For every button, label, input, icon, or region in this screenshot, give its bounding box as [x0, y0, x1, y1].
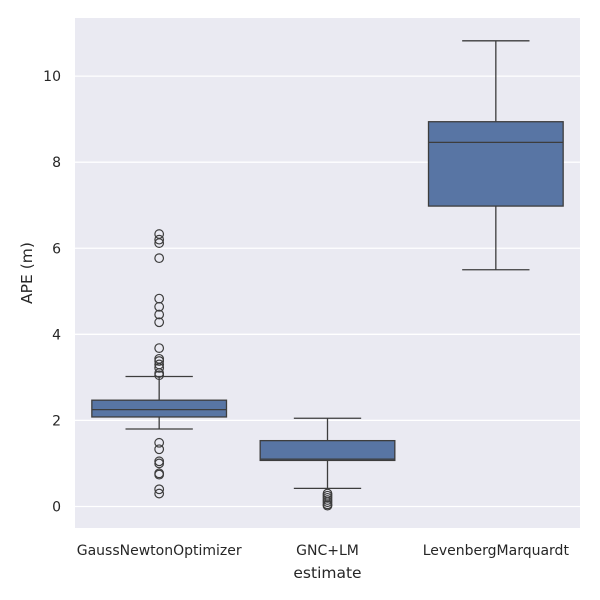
x-tick-label-1: GNC+LM	[296, 543, 359, 559]
outlier-point-6	[154, 309, 165, 320]
outlier-point-5	[154, 301, 165, 312]
outlier-point-22	[154, 488, 165, 499]
x-tick-label-0: GaussNewtonOptimizer	[77, 543, 242, 559]
y-tick-label-10: 10	[43, 69, 61, 85]
outlier-point-21	[154, 484, 165, 495]
outlier-point-14	[154, 370, 165, 381]
outlier-point-16	[154, 444, 165, 455]
box-group-0	[91, 229, 228, 499]
x-tick-labels: GaussNewtonOptimizer GNC+LM LevenbergMarqu…	[77, 543, 570, 559]
outlier-point-3	[154, 253, 165, 264]
outlier-point-8	[154, 343, 165, 354]
y-tick-label-4: 4	[52, 327, 61, 343]
outlier-point-2	[154, 238, 165, 248]
x-axis-label: estimate	[293, 564, 361, 582]
iqr-box	[427, 121, 564, 207]
y-tick-label-6: 6	[52, 241, 61, 257]
outlier-point-18	[154, 458, 165, 469]
y-tick-label-2: 2	[52, 413, 61, 429]
outlier-point-6	[322, 500, 333, 511]
y-tick-labels: 0 2 4 6 8 10	[43, 69, 61, 515]
outlier-point-15	[154, 437, 165, 448]
y-tick-label-0: 0	[52, 499, 61, 515]
iqr-box	[259, 439, 396, 462]
outlier-point-10	[154, 356, 165, 366]
iqr-box	[91, 399, 228, 418]
x-tick-label-2: LevenbergMarquardt	[423, 543, 570, 559]
outlier-point-7	[154, 317, 165, 328]
outlier-point-20	[154, 469, 165, 480]
outlier-point-1	[154, 234, 165, 245]
box-group-2	[427, 40, 564, 271]
y-tick-label-8: 8	[52, 155, 61, 171]
y-axis-label: APE (m)	[18, 242, 36, 304]
outlier-point-12	[154, 362, 165, 373]
box-group-1	[259, 417, 396, 511]
boxes	[91, 40, 564, 511]
